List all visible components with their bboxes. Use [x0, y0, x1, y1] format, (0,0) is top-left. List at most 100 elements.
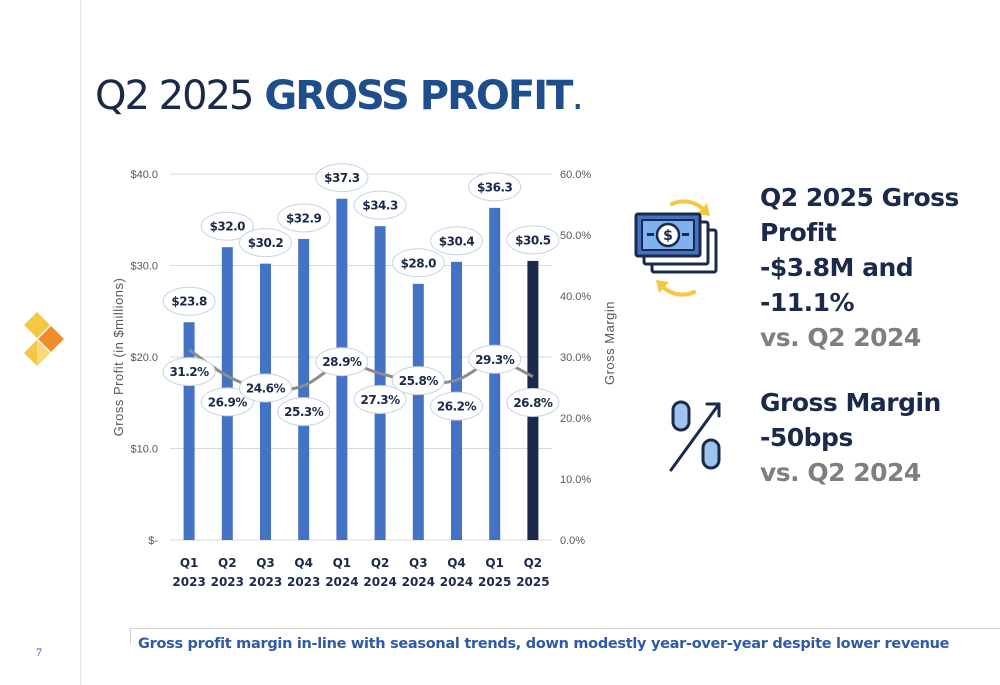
bar-value-label-bubble — [200, 211, 254, 241]
margin-value-label-bubble — [468, 344, 522, 374]
title-period: Q2 2025 — [95, 73, 254, 119]
bar-value-label: $36.3 — [468, 172, 522, 202]
y-tick-label: $10.0 — [130, 444, 158, 456]
bar-value-label-text: $30.5 — [515, 233, 551, 247]
bar-value-label: $32.9 — [277, 203, 331, 233]
x-tick-label: Q4 — [447, 556, 466, 570]
bar-value-label-bubble — [353, 190, 407, 220]
x-tick-label: Q3 — [256, 556, 275, 570]
margin-value-label-text: 29.3% — [475, 353, 515, 367]
margin-value-label-text: 31.2% — [170, 365, 210, 379]
bar-value-label-text: $34.3 — [362, 199, 398, 213]
margin-value-label: 26.9% — [200, 387, 254, 417]
kpi-gross-margin-change: -50bps — [760, 423, 853, 452]
bar-value-label: $34.3 — [353, 190, 407, 220]
bar-value-label: $28.0 — [391, 248, 445, 278]
kpi-gross-margin-comparison: vs. Q2 2024 — [760, 458, 921, 487]
bar-value-label: $30.4 — [430, 226, 483, 256]
title-topic: GROSS PROFIT — [264, 73, 573, 119]
margin-value-label-bubble — [277, 397, 331, 427]
y2-tick-label: 0.0% — [560, 535, 585, 547]
footer-takeaway: Gross profit margin in-line with seasona… — [138, 636, 950, 652]
bar-value-label-bubble — [277, 203, 331, 233]
x-tick-label: Q1 — [485, 556, 504, 570]
y2-axis-title: Gross Margin — [602, 301, 617, 385]
margin-value-label: 29.3% — [468, 344, 522, 374]
margin-value-label: 26.8% — [506, 388, 560, 418]
margin-value-label-text: 25.8% — [399, 374, 439, 388]
company-logo-icon — [24, 312, 64, 366]
percent-trend-icon — [669, 400, 721, 472]
kpi-gross-profit: Q2 2025 Gross Profit -$3.8M and -11.1% v… — [760, 180, 995, 355]
margin-value-label-bubble — [239, 373, 292, 403]
y-tick-label: $20.0 — [130, 352, 158, 364]
x-tick-label: Q1 — [180, 556, 199, 570]
x-tick-label: 2024 — [440, 575, 473, 589]
y-tick-label: $40.0 — [130, 169, 158, 181]
margin-value-label: 24.6% — [239, 373, 292, 403]
x-tick-label: Q2 — [371, 556, 390, 570]
left-divider — [80, 0, 81, 685]
y-tick-label: $30.0 — [130, 261, 158, 273]
margin-value-label: 28.9% — [315, 347, 369, 377]
x-tick-label: 2025 — [516, 575, 549, 589]
margin-value-label-bubble — [315, 347, 369, 377]
x-tick-label: 2025 — [478, 575, 511, 589]
bar-value-label-bubble — [315, 163, 369, 193]
bar-value-label: $32.0 — [200, 211, 254, 241]
footer-divider — [130, 628, 1000, 629]
margin-value-label-bubble — [162, 357, 216, 387]
bar-value-label: $30.2 — [239, 228, 292, 258]
margin-value-label-text: 28.9% — [322, 355, 362, 369]
x-tick-label: Q3 — [409, 556, 428, 570]
bar-value-label-bubble — [506, 225, 560, 255]
margin-value-label-bubble — [200, 387, 254, 417]
x-tick-label: Q1 — [333, 556, 352, 570]
x-tick-label: Q4 — [294, 556, 313, 570]
x-tick-label: 2023 — [287, 575, 320, 589]
x-tick-label: Q2 — [218, 556, 237, 570]
y2-tick-label: 40.0% — [560, 291, 591, 303]
bar-value-label-bubble — [468, 172, 522, 202]
page-number: 7 — [36, 645, 42, 659]
bar-value-label-text: $32.0 — [210, 220, 246, 234]
kpi-gross-profit-line1: Q2 2025 Gross — [760, 183, 959, 212]
margin-value-label-bubble — [430, 391, 483, 421]
kpi-gross-profit-line2: Profit — [760, 218, 837, 247]
margin-value-label-text: 27.3% — [361, 393, 401, 407]
bar-value-label-bubble — [391, 248, 445, 278]
bar — [298, 238, 310, 540]
bar-value-label: $23.8 — [162, 286, 216, 316]
title-dot: . — [571, 73, 584, 119]
bar — [183, 322, 195, 540]
svg-text:$: $ — [663, 228, 673, 244]
margin-value-label-text: 26.9% — [208, 395, 248, 409]
margin-value-label: 31.2% — [162, 357, 216, 387]
bar-value-label-bubble — [430, 226, 483, 256]
margin-value-label-bubble — [506, 388, 560, 418]
bar-value-label-text: $23.8 — [171, 295, 207, 309]
bar — [412, 283, 424, 540]
bar-value-label-text: $36.3 — [477, 180, 513, 194]
bar-value-label-text: $30.2 — [248, 236, 284, 250]
y2-tick-label: 10.0% — [560, 474, 591, 486]
x-tick-label: 2024 — [402, 575, 435, 589]
money-cycle-icon: $ — [634, 199, 718, 297]
margin-value-label-text: 24.6% — [246, 381, 286, 395]
bar-value-label-text: $28.0 — [401, 256, 437, 270]
bar-value-label-text: $30.4 — [439, 234, 475, 248]
x-tick-label: 2023 — [211, 575, 244, 589]
margin-value-label-text: 26.8% — [513, 396, 553, 410]
x-tick-label: 2024 — [325, 575, 358, 589]
margin-value-label: 27.3% — [353, 384, 407, 414]
bar — [374, 226, 386, 540]
margin-value-label-bubble — [391, 366, 445, 396]
bar-value-label-text: $37.3 — [324, 171, 360, 185]
kpi-gross-margin-line1: Gross Margin — [760, 388, 941, 417]
kpi-gross-profit-comparison: vs. Q2 2024 — [760, 323, 921, 352]
y2-tick-label: 30.0% — [560, 352, 591, 364]
bar-value-label-bubble — [162, 286, 216, 316]
bar — [489, 207, 501, 541]
footer-tick — [130, 628, 131, 644]
